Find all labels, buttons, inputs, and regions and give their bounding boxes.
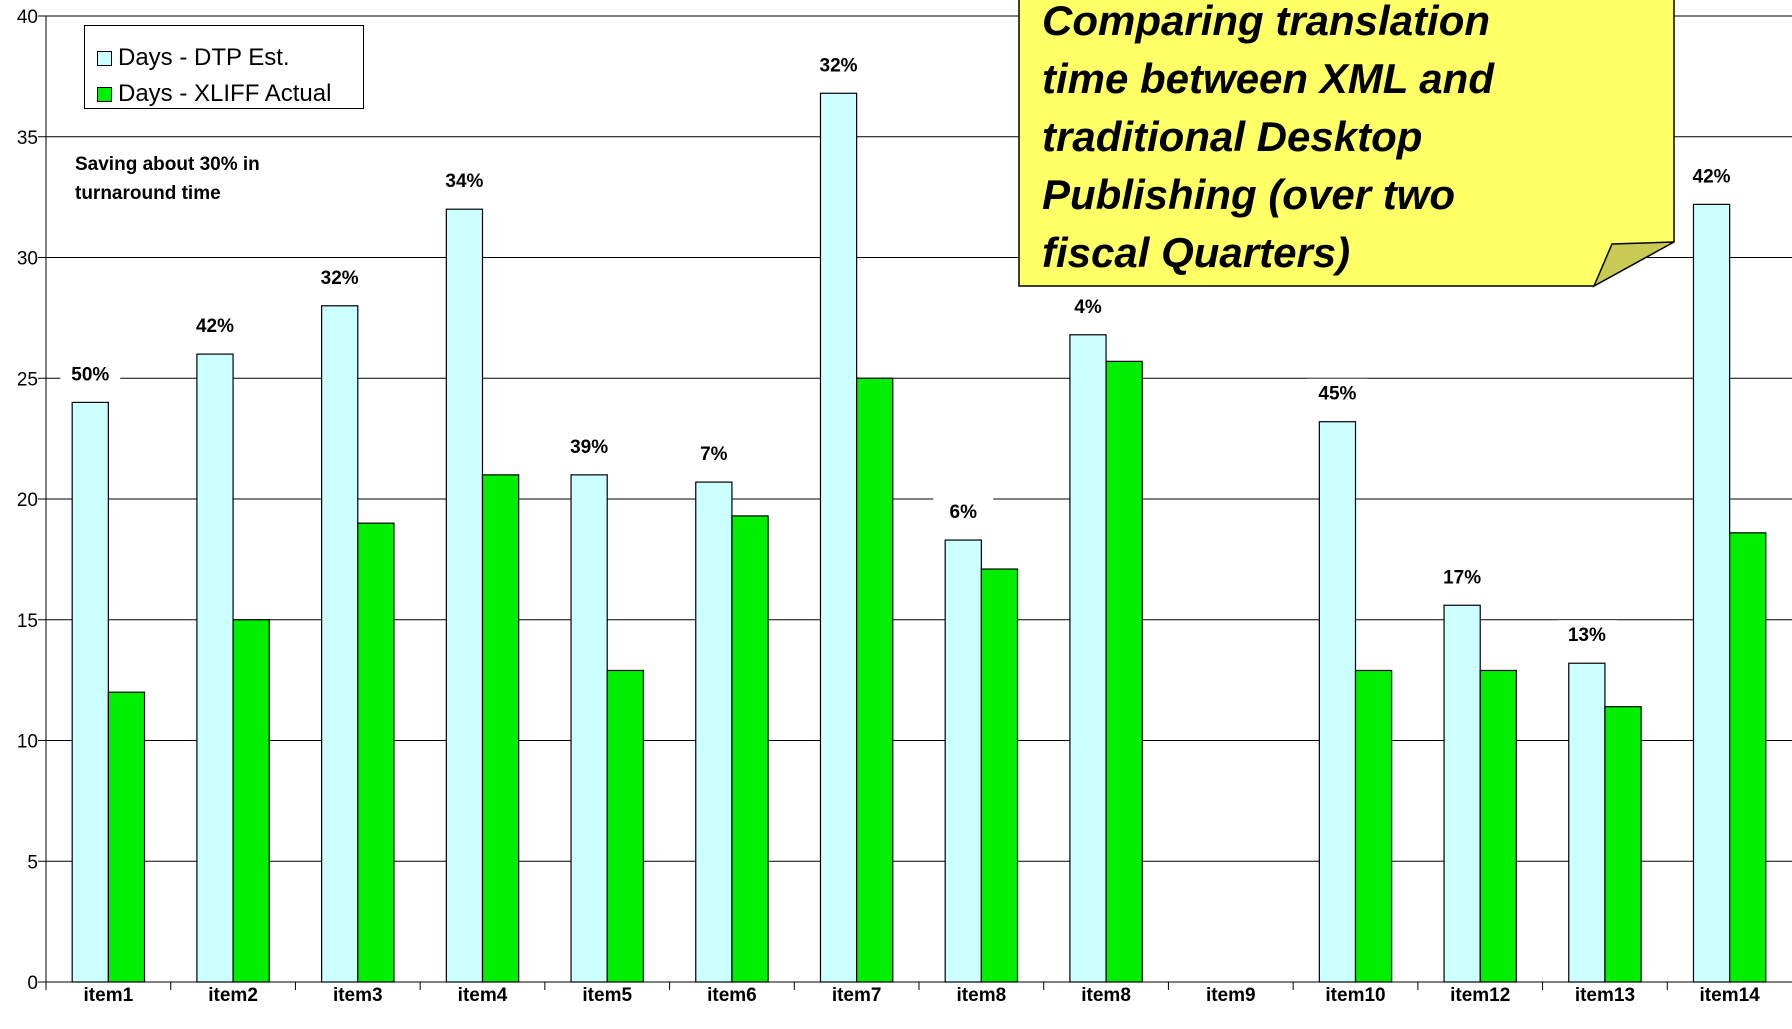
data-label-bg [808, 50, 869, 80]
bar-dtp-item8 [1069, 334, 1107, 983]
data-label: 32% [321, 268, 359, 289]
saving-note: Saving about 30% in turnaround time [75, 154, 260, 204]
bars [71, 92, 1767, 983]
x-tick-label: item4 [458, 985, 508, 1006]
data-label: 42% [196, 316, 234, 337]
x-tick-label: item14 [1700, 985, 1761, 1006]
y-tick-label: 0 [27, 973, 38, 994]
bar-xliff-item2 [232, 619, 270, 983]
bar-dtp-item4 [445, 208, 484, 983]
bar-xliff-item4 [481, 474, 520, 983]
callout-fold [1592, 241, 1675, 288]
data-label: 39% [570, 437, 608, 458]
bar-dtp-item13 [1568, 662, 1606, 983]
y-tick-label: 5 [27, 852, 38, 873]
legend-label-dtp: Days - DTP Est. [118, 44, 290, 71]
bar-xliff-item8 [1105, 360, 1143, 983]
bar-xliff-item5 [606, 669, 644, 983]
x-tick-label: item5 [582, 985, 632, 1006]
bar-dtp-item10 [1318, 421, 1357, 983]
data-label-bg [434, 166, 495, 196]
legend-swatch-xliff [97, 86, 112, 102]
data-label-bg [1307, 378, 1368, 408]
data-label-bg [1556, 620, 1617, 650]
data-labels: 50% 42% 32% 34% 39% 7% 32% 6% 4% 45% 17% 13% 42% [60, 50, 1742, 650]
y-axis-ticks: 0 5 10 15 20 25 30 35 40 [17, 7, 46, 994]
bar-xliff-item10 [1354, 669, 1393, 983]
data-label: 17% [1443, 567, 1481, 588]
bar-dtp-item8 [944, 539, 982, 983]
x-tick-label: item3 [333, 985, 383, 1006]
x-tick-label: item1 [84, 985, 134, 1006]
bar-dtp-item1 [71, 401, 109, 983]
data-label: 7% [700, 444, 728, 465]
legend-item-xliff: Days - XLIFF Actual [97, 80, 331, 108]
y-tick-label: 20 [17, 490, 38, 511]
bar-dtp-item3 [321, 305, 359, 983]
data-label: 4% [1074, 297, 1102, 318]
y-tick-label: 30 [17, 249, 38, 270]
bar-xliff-item12 [1479, 669, 1517, 983]
x-tick-label: item2 [208, 985, 258, 1006]
bar-dtp-item5 [570, 474, 608, 983]
x-axis-labels: item1 item2 item3 item4 item5 item6 item7 item8… [45, 982, 1761, 1006]
data-label: 45% [1318, 384, 1356, 405]
bar-xliff-item7 [856, 377, 894, 983]
data-label: 42% [1693, 166, 1731, 187]
data-label: 50% [71, 364, 109, 385]
data-label-bg [1432, 562, 1493, 592]
legend: Days - DTP Est. Days - XLIFF Actual [84, 25, 364, 109]
callout-text: Comparing translation time between XML a… [1042, 0, 1494, 276]
data-label: 32% [820, 55, 858, 76]
data-label-bg [60, 359, 121, 389]
x-tick-label: item8 [1081, 985, 1131, 1006]
x-tick-label: item10 [1325, 985, 1385, 1006]
bar-xliff-item14 [1729, 532, 1767, 983]
data-label: 6% [950, 502, 978, 523]
legend-item-dtp: Days - DTP Est. [97, 44, 290, 72]
y-tick-label: 10 [17, 732, 38, 753]
x-tick-label: item6 [707, 985, 757, 1006]
bar-xliff-item13 [1604, 706, 1642, 983]
x-tick-label: item13 [1575, 985, 1635, 1006]
x-tick-label: item8 [957, 985, 1007, 1006]
y-tick-label: 40 [17, 7, 38, 28]
bar-xliff-item8 [980, 568, 1019, 983]
bar-xliff-item3 [357, 522, 395, 983]
data-label-bg [1057, 291, 1118, 321]
y-tick-label: 15 [17, 611, 38, 632]
data-label-bg [309, 262, 370, 292]
data-label-bg [1681, 161, 1742, 191]
data-label-bg [683, 439, 744, 469]
x-tick-label: item9 [1206, 985, 1256, 1006]
callout-shape [1018, 0, 1675, 288]
y-tick-label: 25 [17, 369, 38, 390]
legend-label-xliff: Days - XLIFF Actual [118, 80, 332, 107]
data-label-bg [559, 431, 620, 461]
data-label: 34% [445, 171, 483, 192]
x-tick-label: item7 [832, 985, 882, 1006]
data-label: 13% [1568, 625, 1606, 646]
data-label-bg [933, 497, 994, 527]
bar-xliff-item6 [731, 515, 769, 983]
bar-dtp-item2 [196, 353, 234, 983]
x-tick-label: item12 [1450, 985, 1510, 1006]
bar-dtp-item6 [695, 481, 733, 983]
data-label-bg [184, 311, 245, 341]
bar-dtp-item14 [1692, 203, 1731, 983]
legend-swatch-dtp [97, 50, 112, 66]
bar-dtp-item7 [819, 92, 858, 983]
bar-xliff-item1 [107, 691, 146, 983]
bar-dtp-item12 [1443, 604, 1481, 983]
y-tick-label: 35 [17, 128, 38, 149]
